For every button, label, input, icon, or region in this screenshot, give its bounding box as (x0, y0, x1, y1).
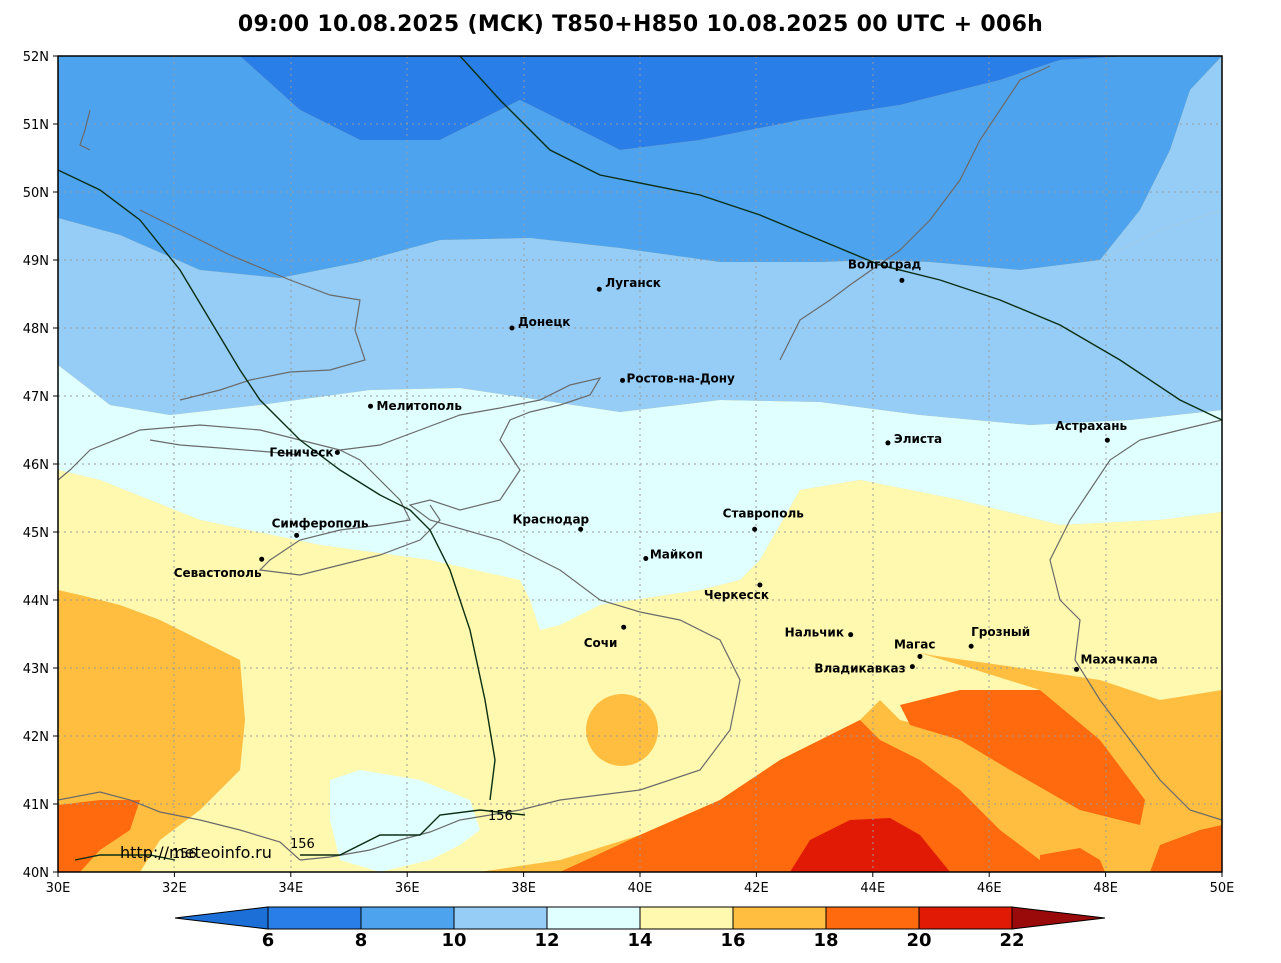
lat-tick-label: 41N (23, 798, 49, 813)
colorbar-label: 6 (262, 930, 275, 951)
city-dot (752, 526, 758, 532)
lat-tick-label: 51N (23, 118, 49, 133)
lat-tick-label: 42N (23, 730, 49, 745)
colorbar-min-arrow (174, 906, 269, 930)
city-dot (578, 526, 584, 532)
city-dot (899, 277, 905, 283)
city-label: Севастополь (174, 566, 262, 580)
city-label: Донецк (518, 315, 570, 329)
city-dot (757, 582, 763, 588)
city-label: Геническ (269, 445, 333, 459)
city-label: Элиста (894, 432, 942, 446)
city-dot (509, 325, 515, 331)
colorbar-label: 18 (813, 930, 838, 951)
lon-tick-label: 36E (395, 881, 420, 896)
city-label: Черкесск (704, 588, 769, 602)
colorbar-max-arrow (1011, 906, 1106, 930)
colorbar-label: 22 (999, 930, 1024, 951)
colorbar-segment (453, 906, 548, 930)
lat-tick-label: 44N (23, 594, 49, 609)
lon-tick-label: 48E (1093, 881, 1118, 896)
colorbar-segment (639, 906, 734, 930)
city-markers: Луганск Донецк Волгоград Ростов-на-Дону Мели… (174, 257, 1158, 675)
colorbar-segment (825, 906, 920, 930)
lon-tick-label: 30E (46, 881, 71, 896)
geopotential-contours (58, 56, 1222, 861)
city-label: Магас (894, 637, 936, 651)
contour-label: 156 (488, 809, 513, 824)
temperature-field (58, 56, 1222, 872)
lon-tick-label: 46E (977, 881, 1002, 896)
lon-tick-label: 44E (860, 881, 885, 896)
city-label: Ставрополь (723, 506, 805, 520)
colorbar-segment (267, 906, 362, 930)
city-dot (334, 449, 340, 455)
lon-tick-label: 40E (628, 881, 653, 896)
colorbar-label: 14 (627, 930, 652, 951)
grid-lines (58, 56, 1222, 872)
city-dot (1104, 437, 1110, 443)
city-label: Волгоград (848, 257, 922, 271)
contour-label: 156 (172, 847, 197, 862)
watermark: http://meteoinfo.ru (120, 843, 272, 862)
lat-tick-label: 50N (23, 186, 49, 201)
contour-labels: 156 156 156 (172, 809, 513, 862)
colorbar-label: 12 (534, 930, 559, 951)
city-label: Астрахань (1055, 419, 1127, 433)
lon-tick-label: 42E (744, 881, 769, 896)
lat-tick-label: 40N (23, 866, 49, 881)
city-dot (917, 653, 923, 659)
colorbar-segment (360, 906, 455, 930)
lon-tick-label: 50E (1210, 881, 1235, 896)
city-dot (621, 624, 627, 630)
lat-tick-label: 47N (23, 390, 49, 405)
lon-tick-label: 32E (162, 881, 187, 896)
lon-tick-label: 38E (511, 881, 536, 896)
city-label: Мелитополь (377, 399, 463, 413)
colorbar-segment (918, 906, 1013, 930)
lon-tick-label: 34E (278, 881, 303, 896)
city-dot (848, 632, 854, 638)
lat-tick-label: 45N (23, 526, 49, 541)
city-dot (368, 403, 374, 409)
city-label: Луганск (605, 276, 661, 290)
city-label: Сочи (584, 636, 618, 650)
lat-tick-label: 52N (23, 50, 49, 65)
city-dot (968, 643, 974, 649)
lat-tick-label: 49N (23, 254, 49, 269)
city-dot (294, 532, 300, 538)
colorbar-label: 10 (441, 930, 466, 951)
city-label: Владикавказ (814, 662, 905, 676)
city-dot (885, 440, 891, 446)
city-label: Нальчик (785, 626, 844, 640)
city-label: Ростов-на-Дону (627, 371, 736, 385)
city-dot (259, 556, 265, 562)
city-label: Грозный (971, 625, 1030, 639)
lat-tick-label: 43N (23, 662, 49, 677)
colorbar: 6 8 10 12 14 16 18 20 22 (174, 906, 1106, 951)
map-title: 09:00 10.08.2025 (MCK) T850+H850 10.08.2… (237, 12, 1044, 37)
colorbar-segment (546, 906, 641, 930)
city-dot (909, 664, 915, 670)
city-label: Майкоп (650, 548, 703, 562)
colorbar-label: 20 (906, 930, 931, 951)
colorbar-label: 8 (355, 930, 368, 951)
contour-label: 156 (290, 837, 315, 852)
city-dot (643, 556, 649, 562)
lat-tick-label: 46N (23, 458, 49, 473)
city-dot (596, 286, 602, 292)
colorbar-segment (732, 906, 827, 930)
city-label: Махачкала (1081, 652, 1158, 666)
lat-tick-label: 48N (23, 322, 49, 337)
city-label: Краснодар (513, 512, 590, 526)
latitude-axis: 52N 51N 50N 49N 48N 47N 46N 45N 44N 43N 42N 41N 40N (23, 50, 58, 881)
city-dot (1074, 666, 1079, 672)
colorbar-label: 16 (720, 930, 745, 951)
city-dot (620, 377, 626, 383)
coastlines (58, 65, 1222, 861)
city-label: Симферополь (272, 516, 369, 530)
longitude-axis: 30E 32E 34E 36E 38E 40E 42E 44E 46E 48E 50E (46, 872, 1235, 896)
